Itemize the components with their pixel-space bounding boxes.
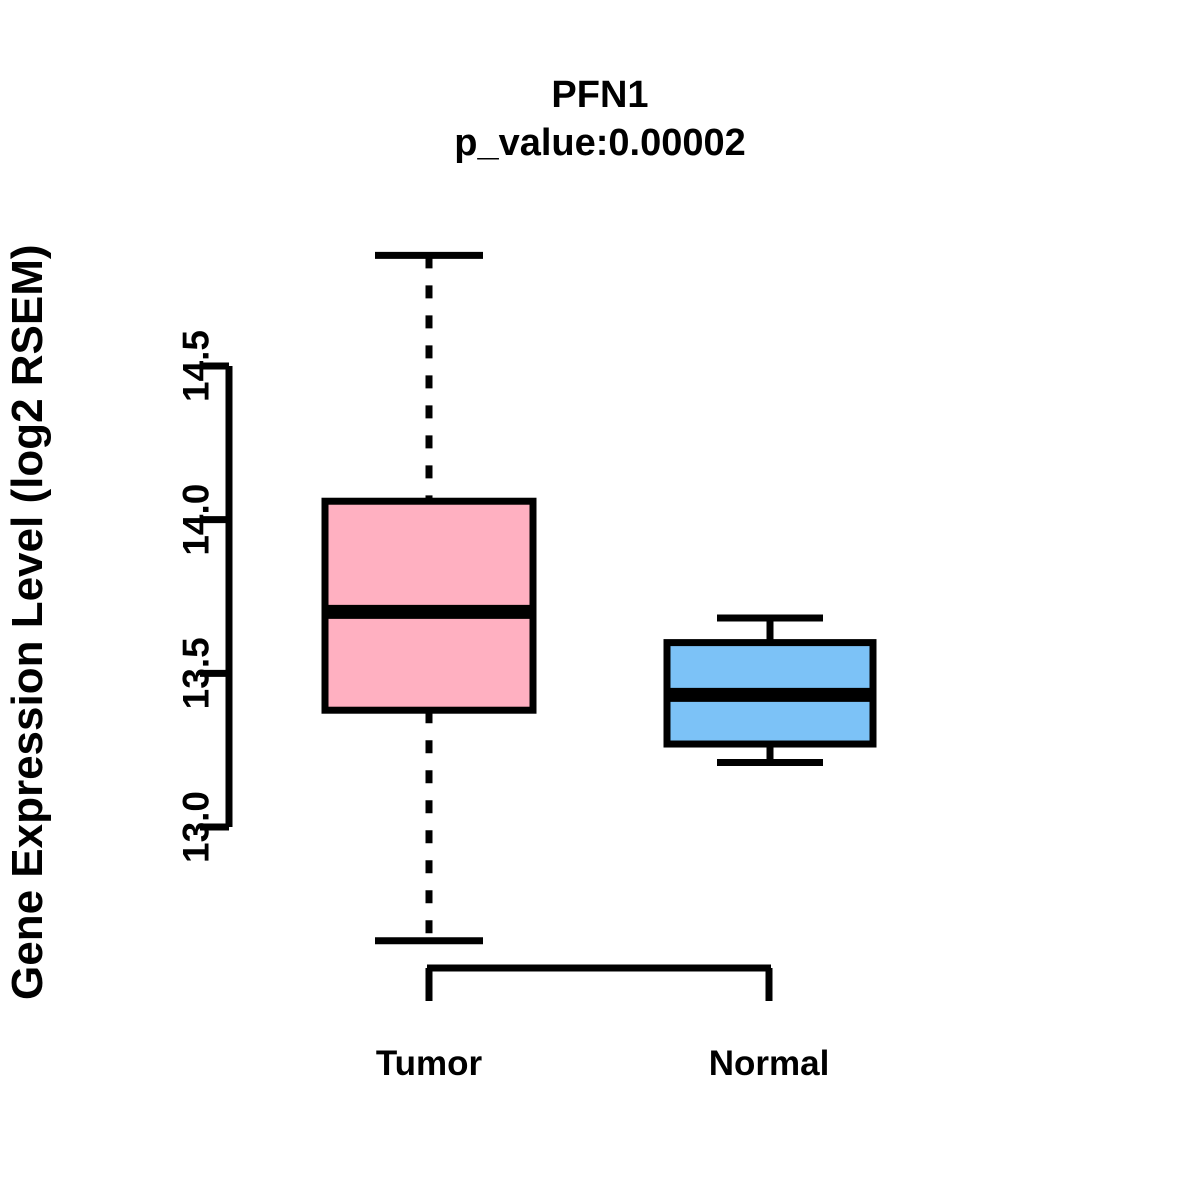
y-axis-tick-label-13.5: 13.5 [175, 637, 216, 709]
x-axis-label-tumor: Tumor [376, 1044, 483, 1083]
y-axis-tick-label-13.0: 13.0 [175, 791, 216, 863]
y-axis-tick-label-14.5: 14.5 [175, 330, 216, 402]
box-group-tumor [321, 251, 537, 945]
x-axis-label-normal: Normal [709, 1044, 830, 1083]
box-plots-layer [321, 251, 877, 945]
x-axis: Tumor Normal [376, 964, 830, 1083]
box-group-normal [663, 614, 877, 766]
y-axis-ticks [200, 362, 229, 831]
page-title: PFN1 [551, 74, 648, 116]
y-axis-tick-labels: 13.0 13.5 14.0 14.5 [175, 330, 216, 863]
p-value-subtitle: p_value:0.00002 [454, 122, 746, 164]
y-axis: 13.0 13.5 14.0 14.5 [175, 330, 233, 863]
y-axis-tick-label-14.0: 14.0 [175, 484, 216, 556]
y-axis-label: Gene Expression Level (log2 RSEM) [3, 244, 52, 1000]
